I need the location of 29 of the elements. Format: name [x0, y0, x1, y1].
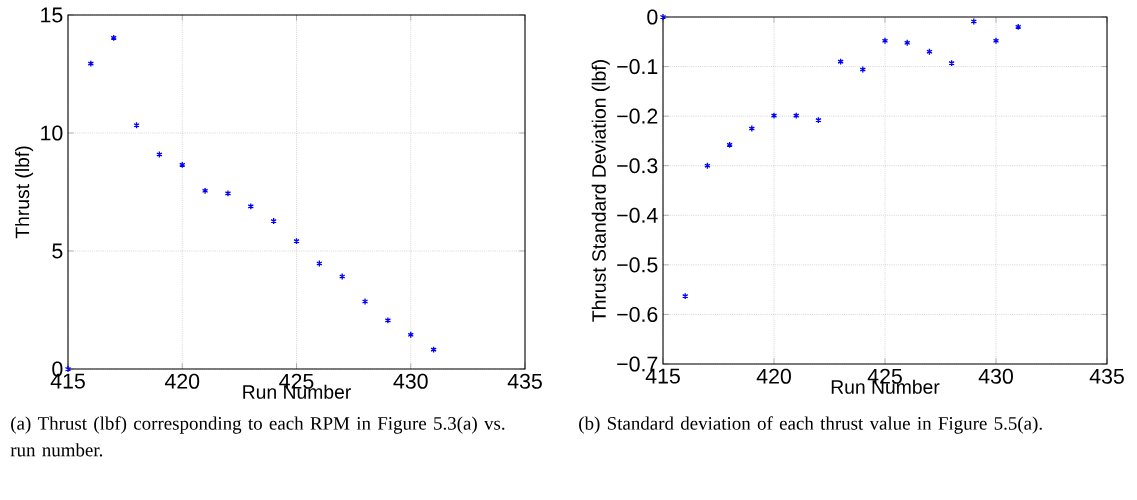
x-tick-label: 430 [393, 373, 428, 389]
point [224, 189, 232, 198]
y-tick-label: 0 [647, 9, 658, 25]
point [659, 13, 667, 21]
text: (b) Standard deviation of each thrust value in Figure 5.5(a). [579, 416, 1042, 434]
point [770, 112, 778, 120]
y-tick-label: 5 [52, 243, 63, 259]
x-tick-label: 420 [164, 373, 200, 389]
y-axis-title: Thrust (lbf) [15, 146, 34, 239]
y-tick-label: 15 [41, 7, 63, 23]
y-tick-label: −0.5 [617, 257, 658, 273]
y-tick-label: −0.3 [617, 158, 658, 174]
y-tick-label: −0.2 [617, 108, 658, 124]
y-tick-label: −0.1 [617, 59, 658, 75]
point [384, 316, 392, 324]
y-axis-title: Thrust Standard Deviation (lbf) [591, 60, 610, 322]
x-tick-label: 435 [1089, 368, 1124, 384]
point [64, 365, 72, 373]
x-tick-label: 430 [978, 368, 1013, 384]
point [201, 187, 209, 195]
point [87, 60, 95, 68]
x-tick-label: 435 [507, 373, 542, 389]
y-tick-label: 10 [41, 125, 63, 141]
y-tick-label: −0.6 [617, 306, 658, 322]
text: (a) Thrust (lbf) corresponding to each RPM in Figure 5.3(a) vs. run number. [10, 416, 505, 457]
point [881, 37, 889, 45]
y-tick-label: −0.4 [617, 207, 658, 223]
x-tick-label: 420 [756, 368, 791, 384]
point [992, 37, 1000, 45]
